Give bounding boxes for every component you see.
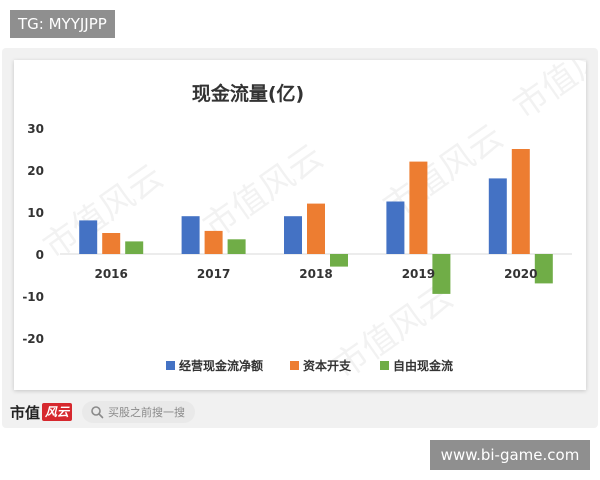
brand-logo[interactable]: 市值 风云 xyxy=(10,402,73,423)
legend-swatch xyxy=(166,361,175,370)
y-tick-label: 0 xyxy=(36,248,44,262)
brand-badge: 风云 xyxy=(42,403,73,421)
chart: 市值风云 市值风云 市值风云市值风云市值风云现金流量(亿)3020100-10-20… xyxy=(22,60,586,387)
legend-label: 自由现金流 xyxy=(393,358,453,373)
bar-资本开支 xyxy=(307,203,325,254)
legend-label: 经营现金流净额 xyxy=(179,358,263,373)
bar-经营现金流净额 xyxy=(386,201,405,254)
y-tick-label: -10 xyxy=(22,290,44,304)
legend-label: 资本开支 xyxy=(303,358,352,373)
bar-自由现金流 xyxy=(432,254,451,294)
y-tick-label: 30 xyxy=(27,122,44,136)
tg-tag: TG: MYYJJPP xyxy=(10,10,115,38)
bar-经营现金流净额 xyxy=(488,178,507,254)
bar-自由现金流 xyxy=(227,239,246,254)
x-tick-label: 2017 xyxy=(197,267,230,281)
bar-资本开支 xyxy=(409,161,428,254)
bar-资本开支 xyxy=(511,149,530,254)
x-tick-label: 2018 xyxy=(299,267,332,281)
footer-row: 市值 风云 买股之前搜一搜 xyxy=(10,400,196,424)
y-tick-label: 10 xyxy=(27,206,44,220)
search-box[interactable]: 买股之前搜一搜 xyxy=(82,401,196,423)
bar-资本开支 xyxy=(102,233,121,254)
legend-swatch xyxy=(290,361,299,370)
bar-自由现金流 xyxy=(125,241,144,254)
bar-经营现金流净额 xyxy=(284,216,302,254)
bar-经营现金流净额 xyxy=(181,216,200,254)
bar-自由现金流 xyxy=(534,254,553,284)
brand-name: 市值 xyxy=(10,403,41,422)
chart-panel: 市值风云 市值风云 市值风云 市值风云 市值风云 现金流量(亿) 30 20 10 0 -10 -20… xyxy=(14,60,586,390)
site-tag: www.bi-game.com xyxy=(430,440,590,470)
x-tick-label: 2020 xyxy=(504,267,537,281)
search-text: 买股之前搜一搜 xyxy=(108,406,186,419)
bar-经营现金流净额 xyxy=(79,220,98,254)
watermark-text: 市值风云 xyxy=(506,60,586,127)
x-tick-label: 2019 xyxy=(402,267,435,281)
chart-title: 现金流量(亿) xyxy=(192,82,304,105)
x-tick-label: 2016 xyxy=(94,267,127,281)
y-tick-label: -20 xyxy=(22,332,44,346)
bar-自由现金流 xyxy=(330,254,348,267)
search-icon xyxy=(91,406,104,419)
y-tick-label: 20 xyxy=(27,164,44,178)
legend-swatch xyxy=(380,361,389,370)
bar-资本开支 xyxy=(204,230,223,254)
